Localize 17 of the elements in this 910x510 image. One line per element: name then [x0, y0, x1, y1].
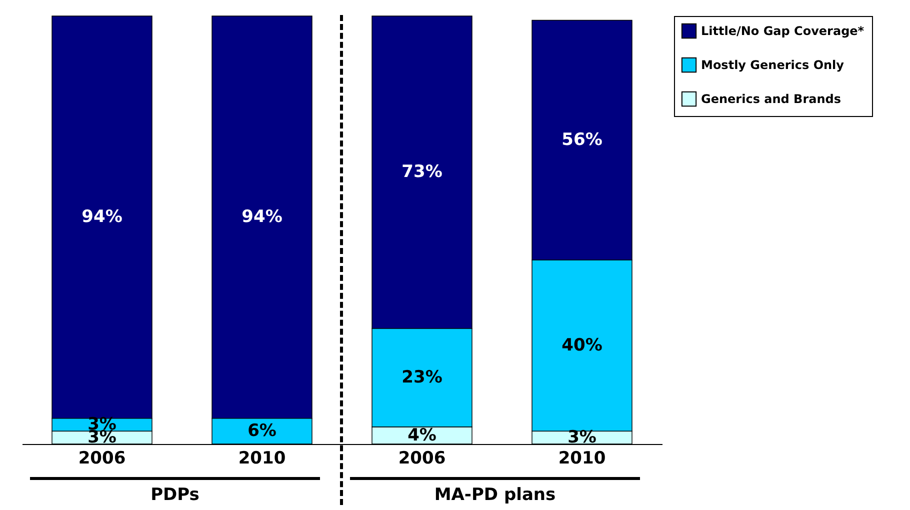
legend-label: Mostly Generics Only — [701, 58, 844, 72]
data-label: 56% — [562, 130, 602, 150]
data-label: 23% — [402, 368, 442, 388]
data-label: 94% — [242, 207, 282, 228]
legend-label: Little/No Gap Coverage* — [701, 24, 865, 38]
x-tick-label: 2006 — [78, 448, 126, 468]
data-label: 94% — [82, 207, 122, 228]
data-label: 6% — [248, 421, 276, 442]
x-tick-label: 2010 — [238, 448, 286, 468]
text: MA-PD plans — [433, 485, 557, 505]
data-label: 40% — [562, 336, 602, 356]
text: PDPs — [150, 485, 200, 505]
data-label: 4% — [408, 425, 436, 446]
data-label: 73% — [402, 162, 442, 182]
x-tick-label: 2006 — [398, 448, 446, 468]
legend-label: Generics and Brands — [701, 92, 841, 106]
x-tick-label: 2010 — [558, 448, 606, 468]
